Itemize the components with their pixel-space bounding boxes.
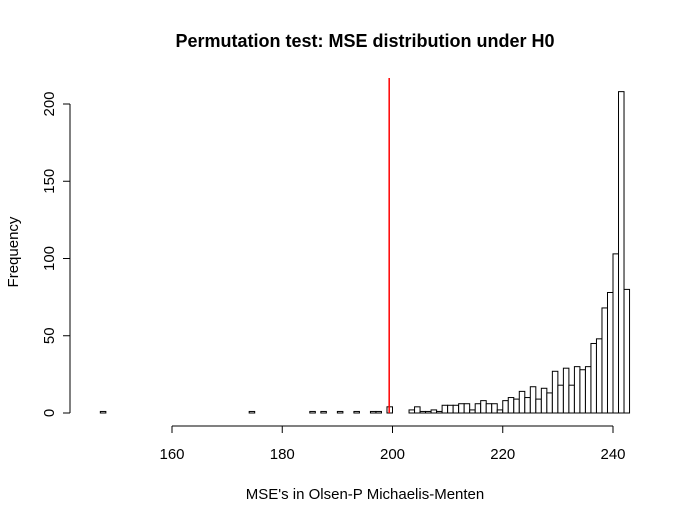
histogram-bar <box>474 403 482 414</box>
histogram-bar <box>353 410 360 414</box>
x-axis: 160 180 200 220 240 <box>159 425 626 463</box>
histogram-bar <box>99 410 107 414</box>
histogram-bar <box>502 400 509 414</box>
histogram-bar <box>579 369 586 414</box>
histogram-bar <box>248 410 256 414</box>
histogram-bar <box>573 366 581 414</box>
histogram-bar <box>480 400 487 414</box>
histogram-bar <box>562 367 570 414</box>
histogram-bar <box>568 384 575 414</box>
histogram-bar <box>375 410 382 414</box>
histogram-bar <box>408 409 416 414</box>
histogram-bar <box>309 410 316 414</box>
y-tick-label: 100 <box>41 246 58 271</box>
histogram-bar <box>452 404 460 414</box>
histogram-bar <box>557 384 564 414</box>
histogram-bar <box>430 409 438 414</box>
y-tick-label: 50 <box>41 327 58 344</box>
histogram-bar <box>546 392 553 414</box>
histogram-bar <box>606 291 614 414</box>
histogram-bar <box>612 253 620 414</box>
x-tick-label: 200 <box>380 446 405 463</box>
histogram-bar <box>320 410 327 414</box>
histogram-bar <box>496 409 504 414</box>
x-tick-label: 240 <box>600 446 625 463</box>
histogram-bar <box>507 397 515 414</box>
y-axis-label: Frequency <box>5 216 22 287</box>
x-axis-label: MSE's in Olsen-P Michaelis-Menten <box>246 486 485 503</box>
histogram-bar <box>601 307 608 414</box>
histogram-bar <box>618 91 625 414</box>
histogram-bar <box>336 410 344 414</box>
y-tick-label: 200 <box>41 91 58 116</box>
histogram-bar <box>463 403 471 414</box>
x-tick-label: 220 <box>490 446 515 463</box>
histogram-bar <box>425 410 432 414</box>
histogram-bar <box>436 410 443 414</box>
histogram-bar <box>524 397 531 414</box>
histogram-bar <box>469 409 476 414</box>
bars-group <box>99 91 631 414</box>
histogram-bar <box>441 404 449 414</box>
histogram-bar <box>518 390 526 414</box>
histogram-bar <box>584 366 592 414</box>
histogram-bar <box>623 288 631 414</box>
chart-title: Permutation test: MSE distribution under… <box>175 31 554 51</box>
histogram-bar <box>590 342 597 414</box>
y-tick-label: 150 <box>41 169 58 194</box>
x-tick-label: 160 <box>159 446 184 463</box>
histogram-bar <box>414 406 421 414</box>
y-axis: 0 50 100 150 200 <box>41 91 71 417</box>
histogram-bar <box>529 386 537 414</box>
histogram-bar <box>595 338 603 414</box>
histogram-bar <box>369 410 377 414</box>
histogram-bar <box>491 403 498 414</box>
x-tick-label: 180 <box>270 446 295 463</box>
histogram-bar <box>458 403 465 414</box>
histogram-bar <box>535 398 542 414</box>
histogram-bar <box>419 410 427 414</box>
histogram-bar <box>485 403 493 414</box>
histogram-bar <box>551 370 559 414</box>
histogram-bar <box>540 387 548 414</box>
y-tick-label: 0 <box>41 409 58 417</box>
histogram-bar <box>447 404 454 414</box>
histogram-bar <box>513 398 520 414</box>
